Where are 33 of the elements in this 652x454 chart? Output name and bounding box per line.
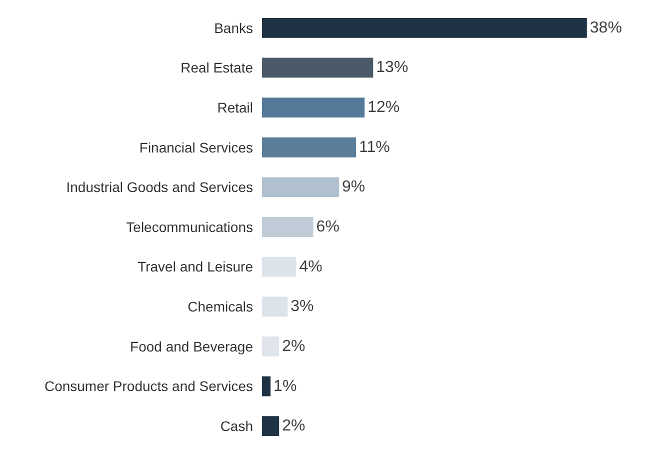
y-tick-label: Travel and Leisure	[138, 258, 254, 275]
bar	[262, 416, 280, 436]
bar	[262, 217, 314, 237]
y-tick-label: Telecommunications	[126, 218, 253, 235]
y-tick-label: Chemicals	[188, 298, 253, 315]
data-label: 3%	[290, 298, 314, 316]
data-label: 4%	[299, 258, 322, 276]
y-tick-label: Food and Beverage	[130, 338, 254, 354]
bar	[262, 58, 374, 78]
y-tick-label: Real Estate	[180, 60, 254, 76]
data-label: 12%	[368, 99, 400, 116]
y-tick-label: Cash	[220, 418, 253, 434]
data-label: 9%	[342, 178, 366, 196]
y-tick-label: Banks	[214, 20, 253, 36]
y-tick-label: Industrial Goods and Services	[66, 179, 253, 196]
bar	[262, 137, 356, 158]
data-label: 2%	[282, 338, 306, 355]
bar	[262, 177, 339, 198]
data-label: 2%	[282, 418, 306, 435]
data-label: 6%	[316, 218, 340, 236]
y-tick-label: Retail	[217, 99, 253, 116]
bar	[262, 336, 280, 356]
data-label: 38%	[590, 19, 622, 36]
bar	[262, 256, 296, 277]
bar	[262, 376, 271, 396]
y-tick-label: Consumer Products and Services	[44, 378, 253, 394]
data-label: 13%	[376, 59, 408, 76]
bar	[262, 98, 365, 118]
data-label: 11%	[359, 138, 390, 156]
bar	[262, 296, 288, 317]
y-tick-label: Financial Services	[139, 139, 253, 156]
data-label: 1%	[274, 378, 297, 395]
bar	[262, 18, 587, 38]
